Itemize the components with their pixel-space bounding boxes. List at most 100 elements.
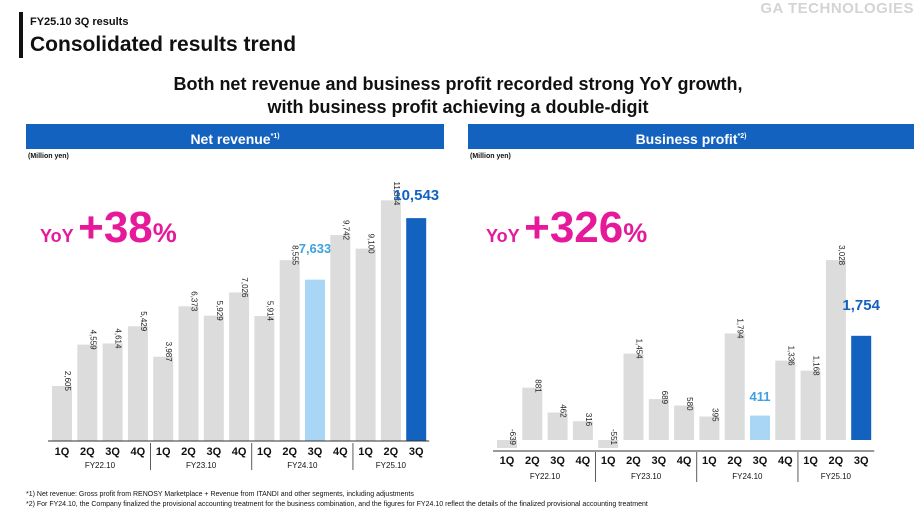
bar <box>699 416 720 440</box>
quarter-tick-label: 1Q <box>156 446 171 458</box>
data-label: 580 <box>685 397 694 411</box>
quarter-tick-label: 2Q <box>181 446 196 458</box>
quarter-tick-label: 2Q <box>282 446 297 458</box>
bar <box>279 260 300 441</box>
net-revenue-yoy-callout: YoY +38% <box>40 206 177 250</box>
data-label: 9,100 <box>367 234 376 255</box>
headline-line-1: Both net revenue and business profit rec… <box>173 74 743 94</box>
quarter-tick-label: 3Q <box>854 455 869 467</box>
data-label: 5,929 <box>215 301 224 322</box>
data-label: 462 <box>559 404 568 418</box>
quarter-tick-label: 4Q <box>677 455 692 467</box>
data-label: -639 <box>508 429 517 446</box>
bar <box>547 412 568 440</box>
bar <box>127 326 148 441</box>
net-revenue-panel-header: Net revenue*1) <box>26 124 444 149</box>
fiscal-year-label: FY25.10 <box>376 461 407 470</box>
quarter-tick-label: 4Q <box>232 446 247 458</box>
quarter-tick-label: 3Q <box>206 446 221 458</box>
bar <box>52 385 72 441</box>
bar <box>355 248 376 441</box>
yoy-value: 38 <box>103 203 153 252</box>
quarter-tick-label: 2Q <box>384 446 399 458</box>
footnote-2: *2) For FY24.10, the Company finalized t… <box>26 501 648 508</box>
yoy-sign: + <box>78 203 104 252</box>
data-label: 2,605 <box>63 371 72 392</box>
fiscal-year-label: FY23.10 <box>631 472 662 481</box>
data-label: 5,914 <box>265 301 274 322</box>
data-label: 3,987 <box>164 342 173 363</box>
quarter-tick-label: 3Q <box>550 455 565 467</box>
bar <box>254 315 275 441</box>
bar <box>497 440 517 448</box>
data-label: 7,026 <box>240 277 249 298</box>
quarter-tick-label: 1Q <box>55 446 70 458</box>
bar <box>178 306 199 441</box>
net-revenue-unit-label: (Million yen) <box>28 153 69 160</box>
page-title: Consolidated results trend <box>30 33 297 56</box>
header-accent-bar <box>19 12 23 58</box>
quarter-tick-label: 1Q <box>601 455 616 467</box>
bar <box>102 343 123 441</box>
yoy-prefix: YoY <box>486 226 520 246</box>
data-label: 9,742 <box>341 220 350 241</box>
data-label: 3,028 <box>837 245 846 266</box>
data-label: 411 <box>750 389 771 404</box>
quarter-tick-label: 1Q <box>358 446 373 458</box>
quarter-tick-label: 1Q <box>257 446 272 458</box>
data-label: 5,429 <box>139 311 148 332</box>
quarter-tick-label: 4Q <box>333 446 348 458</box>
data-label: 1,754 <box>842 297 880 314</box>
headline-line-2: with business profit achieving a double-… <box>267 97 649 117</box>
bar <box>598 440 619 448</box>
business-profit-note-ref: *2) <box>737 133 747 140</box>
data-label: 4,559 <box>88 330 97 351</box>
quarter-tick-label: 3Q <box>105 446 120 458</box>
data-label: 11,384 <box>392 181 401 205</box>
bar <box>648 399 669 440</box>
quarter-tick-label: 1Q <box>803 455 818 467</box>
quarter-tick-label: 2Q <box>80 446 95 458</box>
bar <box>406 218 427 441</box>
data-label: 395 <box>710 408 719 422</box>
bar <box>674 405 695 440</box>
bar <box>153 356 174 441</box>
fiscal-year-label: FY24.10 <box>732 472 763 481</box>
fiscal-year-label: FY22.10 <box>530 472 561 481</box>
bar <box>229 292 250 441</box>
data-label: 1,168 <box>812 356 821 377</box>
data-label: 10,543 <box>393 187 439 204</box>
bar <box>203 315 224 441</box>
data-label: 6,373 <box>190 291 199 312</box>
quarter-tick-label: 1Q <box>702 455 717 467</box>
bar <box>330 235 351 441</box>
quarter-tick-label: 4Q <box>576 455 591 467</box>
yoy-unit: % <box>623 218 648 248</box>
quarter-tick-label: 2Q <box>626 455 641 467</box>
data-label: 1,336 <box>786 346 795 367</box>
quarter-tick-label: 2Q <box>829 455 844 467</box>
quarter-tick-label: 3Q <box>308 446 323 458</box>
business-profit-unit-label: (Million yen) <box>470 153 511 160</box>
data-label: 1,454 <box>635 339 644 360</box>
business-profit-panel-header: Business profit*2) <box>468 124 914 149</box>
bar <box>851 335 872 440</box>
yoy-value: 326 <box>549 203 624 252</box>
data-label: 8,555 <box>291 245 300 266</box>
bar <box>825 260 846 440</box>
net-revenue-note-ref: *1) <box>270 133 280 140</box>
yoy-prefix: YoY <box>40 226 74 246</box>
fiscal-year-label: FY25.10 <box>821 472 852 481</box>
quarter-tick-label: 2Q <box>525 455 540 467</box>
bar <box>800 370 821 440</box>
bar <box>775 360 796 440</box>
quarter-tick-label: 1Q <box>500 455 515 467</box>
data-label: 316 <box>584 413 593 427</box>
data-label: 689 <box>660 391 669 405</box>
quarter-tick-label: 3Q <box>651 455 666 467</box>
bar <box>305 279 325 441</box>
data-label: 881 <box>533 379 542 393</box>
bar <box>750 415 770 440</box>
yoy-unit: % <box>152 218 177 248</box>
